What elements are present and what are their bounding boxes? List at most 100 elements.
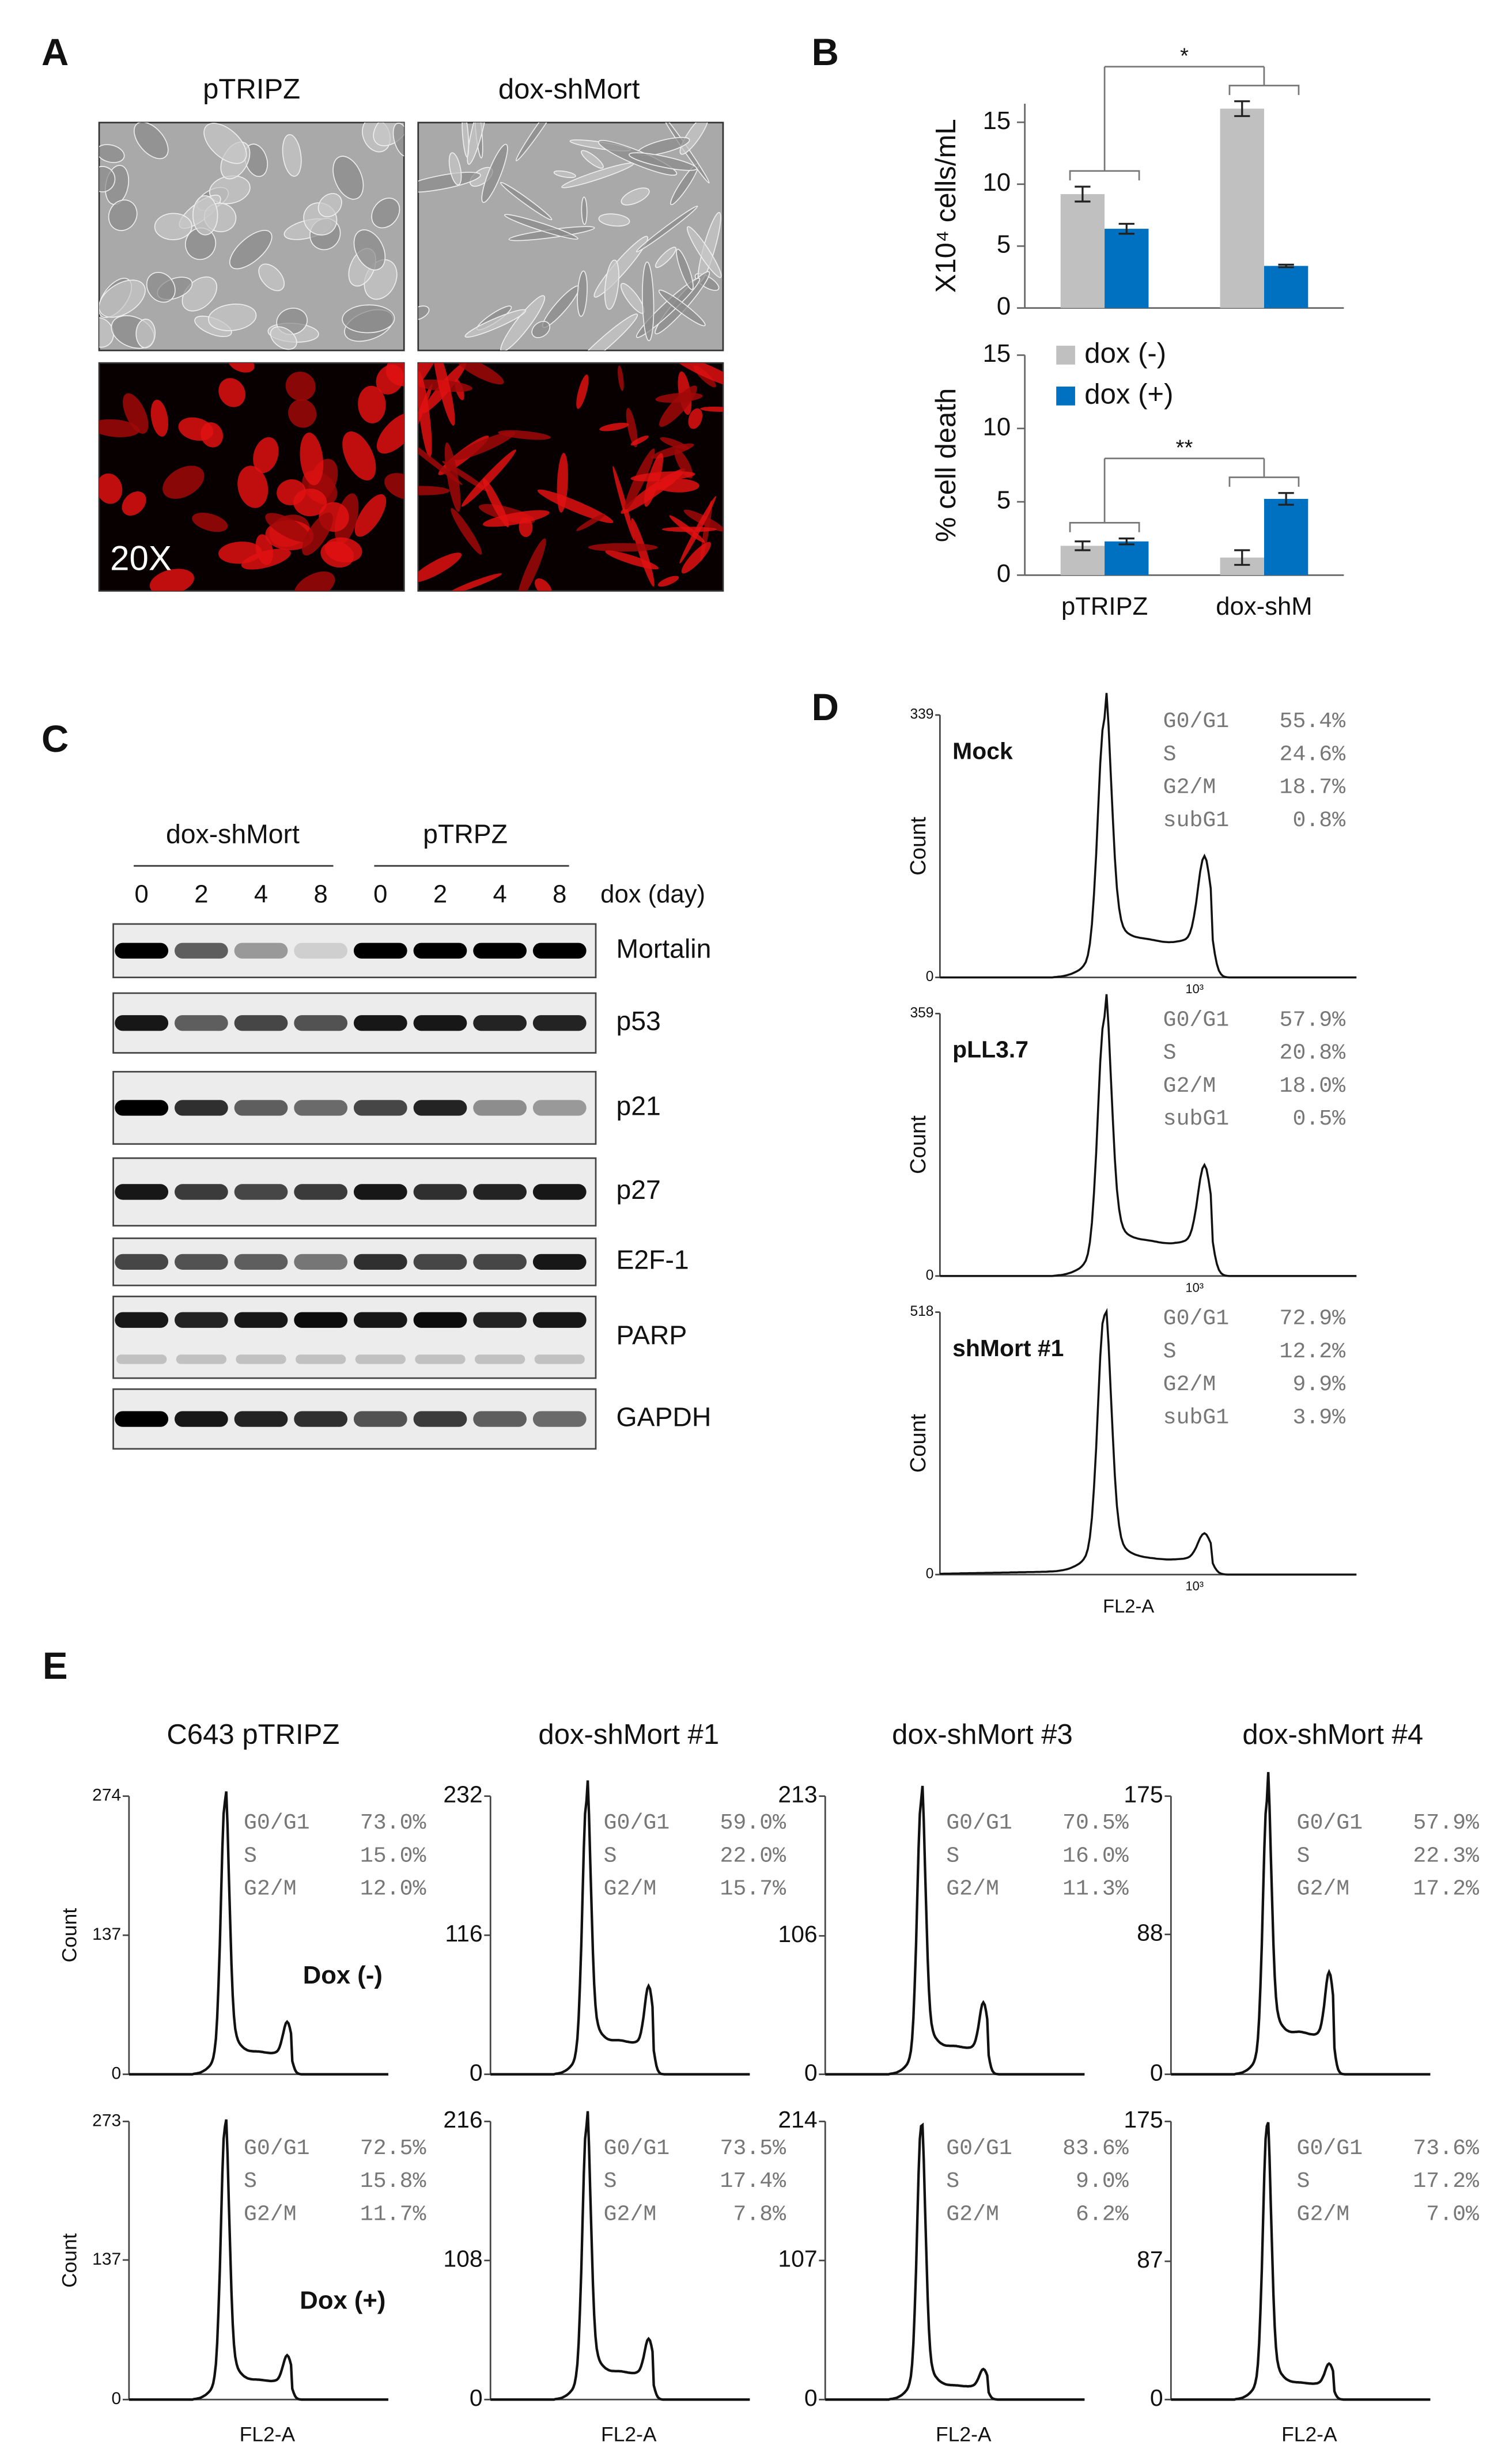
y-tick-label: 15: [983, 339, 1011, 368]
cell: [99, 279, 146, 318]
cell: [99, 144, 125, 163]
cell: [598, 213, 630, 227]
cell: [572, 313, 638, 351]
cell: [588, 543, 658, 552]
histogram: [825, 1785, 1085, 2076]
cell: [679, 122, 709, 155]
panel-label: D: [812, 686, 839, 728]
cell: [192, 195, 218, 236]
cell: [293, 489, 327, 517]
cell: [218, 378, 245, 407]
lane-label: 4: [493, 880, 506, 908]
lanes-title: dox (day): [600, 880, 705, 908]
y-tick-label: 0: [1150, 2059, 1163, 2085]
histogram: [1171, 1772, 1431, 2076]
cell: [99, 419, 140, 437]
stat-value: 73.0%: [360, 1811, 426, 1835]
cell: [515, 122, 563, 161]
cell: [384, 473, 404, 500]
stat-label: subG1: [1163, 1107, 1230, 1131]
cell: [154, 213, 192, 240]
micrograph: [417, 362, 724, 592]
y-tick-label: 5: [997, 230, 1011, 259]
cell: [288, 399, 317, 428]
stat-label: G2/M: [244, 2202, 297, 2227]
blot: [112, 1295, 597, 1379]
stat-value: 17.2%: [1413, 1877, 1479, 1902]
legend-swatch: [1056, 387, 1075, 406]
cell: [599, 422, 629, 432]
band: [294, 1015, 348, 1031]
band: [353, 1184, 407, 1200]
cell: [150, 399, 168, 437]
cell: [285, 372, 316, 401]
cell: [500, 181, 553, 221]
lane-label: 0: [135, 880, 149, 908]
band: [532, 1184, 587, 1200]
cell: [324, 537, 362, 563]
stat-label: S: [1163, 1041, 1177, 1066]
cell: [700, 406, 723, 412]
histogram: [940, 692, 1357, 979]
cell: [253, 437, 279, 474]
y-tick-label: 216: [443, 2106, 482, 2133]
cell: [464, 309, 527, 338]
y-axis-label: X10⁴ cells/mL: [931, 119, 962, 293]
band: [413, 1184, 467, 1200]
stat-label: G2/M: [1163, 775, 1216, 800]
y-tick-label: 137: [92, 1925, 121, 1944]
stat-label: G0/G1: [1163, 1008, 1230, 1032]
bar: [1264, 266, 1308, 308]
cell: [265, 513, 311, 542]
bar: [1220, 108, 1264, 308]
cell: [342, 431, 376, 480]
y-axis-label: Count: [906, 1115, 931, 1174]
cell: [661, 527, 717, 532]
cell: [371, 198, 400, 229]
lane-label: 8: [553, 880, 566, 908]
condition-label: Dox (+): [300, 2287, 385, 2315]
cell: [392, 123, 404, 157]
protein-label: p53: [616, 1006, 660, 1036]
stat-value: 22.0%: [720, 1844, 786, 1868]
cell: [342, 304, 395, 334]
band: [174, 943, 228, 959]
band: [473, 1254, 527, 1270]
band: [234, 943, 288, 959]
cell: [99, 166, 116, 192]
band: [176, 1354, 226, 1364]
cells: [99, 122, 404, 350]
stat-value: 57.9%: [1280, 1008, 1346, 1032]
band: [115, 943, 169, 959]
protein-label: Mortalin: [616, 933, 711, 963]
cell: [146, 272, 176, 303]
stat-value: 3.9%: [1292, 1405, 1345, 1430]
y-tick-label: 0: [470, 2384, 483, 2411]
cell: [631, 518, 655, 587]
cell: [630, 471, 695, 482]
y-tick-label: 214: [778, 2106, 817, 2133]
cell: [122, 491, 146, 516]
y-tick-label: 0: [112, 2064, 122, 2083]
cell: [605, 550, 659, 570]
band: [474, 1354, 525, 1364]
band: [116, 1354, 167, 1364]
y-tick-label: 15: [983, 107, 1011, 135]
y-tick-label: 232: [443, 1781, 482, 1808]
cell: [237, 465, 268, 508]
stat-value: 73.5%: [720, 2136, 786, 2161]
cell: [612, 465, 635, 541]
band: [294, 1411, 348, 1427]
cell: [300, 432, 324, 486]
stat-value: 59.0%: [720, 1811, 786, 1835]
cell: [203, 123, 247, 164]
stat-label: S: [604, 1844, 617, 1868]
cell: [581, 196, 588, 225]
band: [353, 943, 407, 959]
cell: [648, 479, 675, 491]
bracket: [1228, 458, 1300, 487]
stat-label: subG1: [1163, 1405, 1230, 1430]
cell: [134, 122, 169, 160]
cell: [557, 453, 568, 513]
legend-label: dox (+): [1084, 379, 1173, 410]
